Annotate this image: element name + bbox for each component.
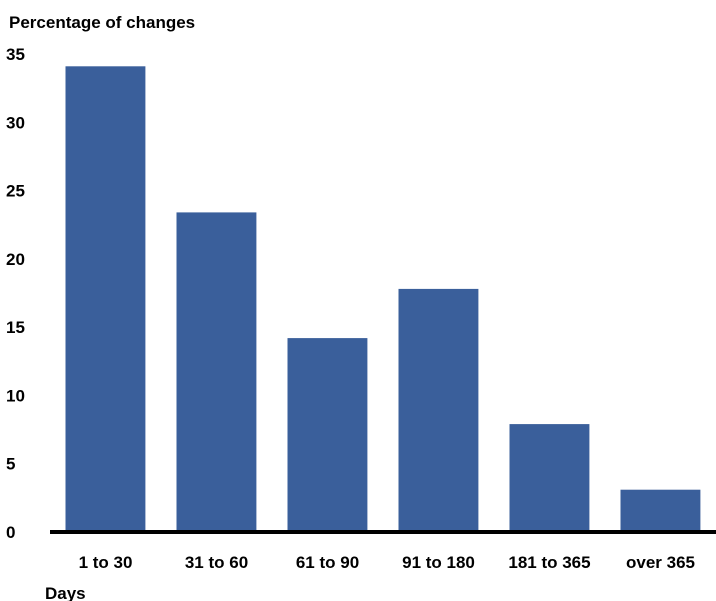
y-tick-label: 15	[6, 318, 25, 337]
bar	[65, 66, 146, 533]
bars	[65, 66, 701, 533]
y-tick-label: 25	[6, 182, 25, 201]
x-category-label: 61 to 90	[296, 553, 359, 572]
y-tick-label: 5	[6, 455, 15, 474]
bar	[176, 212, 257, 532]
x-axis-category-labels: 1 to 30 31 to 60 61 to 90 91 to 180 181 to 3…	[79, 553, 695, 572]
x-axis-title: Days	[45, 584, 86, 601]
x-category-label: over 365	[626, 553, 695, 572]
bar	[509, 424, 590, 532]
x-category-label: 31 to 60	[185, 553, 248, 572]
y-axis-title: Percentage of changes	[9, 13, 195, 32]
bar	[287, 338, 368, 532]
y-tick-label: 10	[6, 386, 25, 405]
y-axis-tick-labels: 0 5 10 15 20 25 30 35	[6, 45, 25, 542]
y-tick-label: 0	[6, 523, 15, 542]
y-tick-label: 35	[6, 45, 25, 64]
bar	[398, 288, 479, 532]
x-category-label: 1 to 30	[79, 553, 133, 572]
bar	[620, 489, 701, 532]
y-tick-label: 30	[6, 113, 25, 132]
x-category-label: 181 to 365	[508, 553, 590, 572]
x-category-label: 91 to 180	[402, 553, 475, 572]
y-tick-label: 20	[6, 250, 25, 269]
